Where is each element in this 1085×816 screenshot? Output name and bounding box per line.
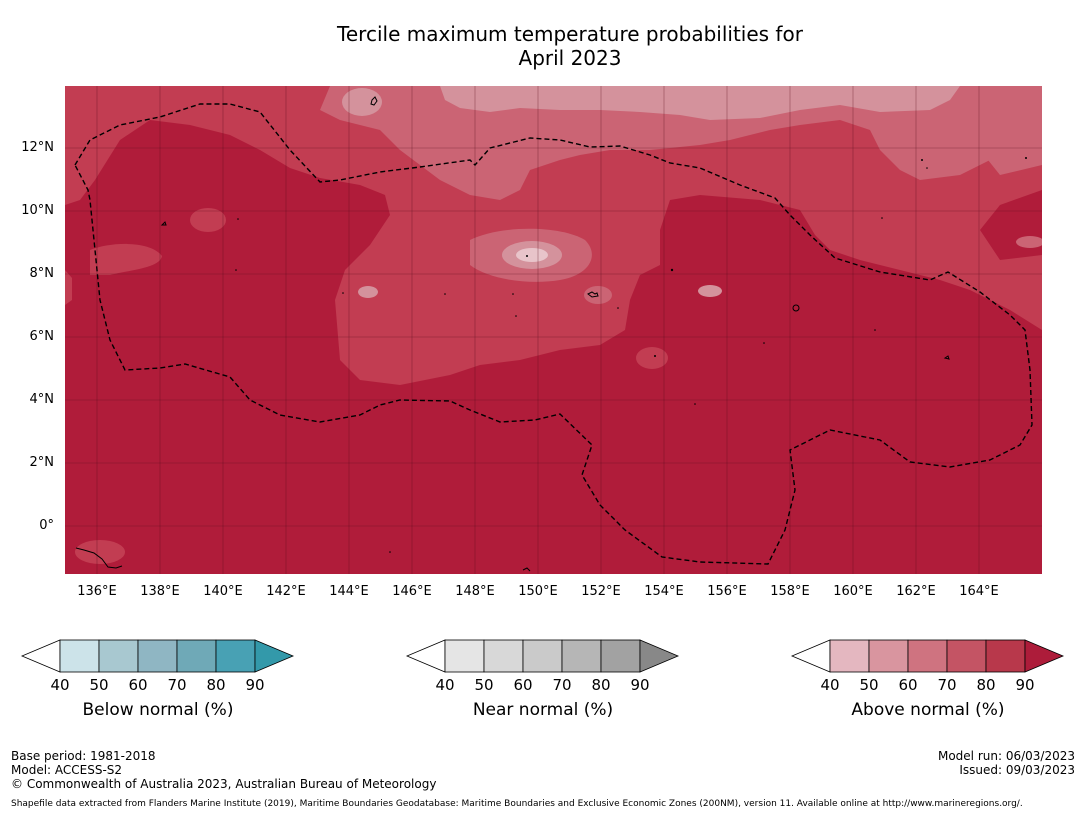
map-area: [65, 86, 1042, 574]
cbar-above-title: Above normal (%): [851, 700, 1005, 720]
probability-band-60-ne: [980, 145, 1042, 175]
cbar-near-seg-2: [483, 639, 524, 673]
lon-label-162e: 162°E: [896, 584, 936, 599]
cbar-below-seg-3: [137, 639, 178, 673]
cbar-above-tick-70: 70: [937, 676, 957, 694]
cbar-near-seg-5: [600, 639, 641, 673]
footer-left: Base period: 1981-2018 Model: ACCESS-S2 …: [11, 749, 436, 791]
probability-band-70-south: [75, 540, 125, 564]
cbar-above-extend-min: [790, 639, 831, 673]
cbar-below-tick-90: 90: [245, 676, 265, 694]
probability-band-40: [516, 248, 548, 262]
lat-label-2n: 2°N: [29, 455, 55, 470]
lat-label-0: 0°: [39, 518, 54, 533]
lat-label-10n: 10°N: [21, 203, 54, 218]
lon-label-144e: 144°E: [329, 584, 369, 599]
probability-band-50-spot-3: [358, 286, 378, 298]
probability-band-50: [440, 86, 960, 120]
cbar-above-extend-max: [1024, 639, 1065, 673]
cbar-above-seg-3: [907, 639, 948, 673]
cbar-below-seg-4: [176, 639, 217, 673]
cbar-below-seg-1: [59, 639, 100, 673]
cbar-near-title: Near normal (%): [472, 700, 614, 720]
cbar-below-extend-min: [20, 639, 61, 673]
probability-band-60-spot-2: [1016, 236, 1042, 248]
lon-label-142e: 142°E: [266, 584, 306, 599]
cbar-above-tick-40: 40: [820, 676, 840, 694]
lon-label-150e: 150°E: [518, 584, 558, 599]
cbar-near-extend-max: [639, 639, 680, 673]
lon-label-146e: 146°E: [392, 584, 432, 599]
cbar-below-tick-50: 50: [89, 676, 109, 694]
lat-label-4n: 4°N: [29, 392, 55, 407]
cbar-below-title: Below normal (%): [82, 700, 234, 720]
probability-band-50-spot: [342, 88, 382, 116]
cbar-below-tick-60: 60: [128, 676, 148, 694]
lon-label-148e: 148°E: [455, 584, 495, 599]
lon-label-164e: 164°E: [959, 584, 999, 599]
lat-label-8n: 8°N: [29, 266, 55, 281]
cbar-above-seg-1: [829, 639, 870, 673]
model-run: Model run: 06/03/2023: [937, 749, 1075, 763]
title-line-1: Tercile maximum temperature probabilitie…: [337, 22, 803, 46]
lat-label-12n: 12°N: [21, 140, 54, 155]
cbar-below-tick-40: 40: [50, 676, 70, 694]
cbar-above-tick-90: 90: [1015, 676, 1035, 694]
probability-band-70-west: [90, 243, 162, 275]
shapefile-credit: Shapefile data extracted from Flanders M…: [11, 799, 1023, 809]
probability-band-70-west-2: [65, 270, 72, 305]
cbar-near-tick-90: 90: [630, 676, 650, 694]
cbar-near-seg-3: [522, 639, 563, 673]
cbar-below-seg-5: [215, 639, 256, 673]
title-line-2: April 2023: [518, 46, 622, 70]
lon-label-138e: 138°E: [140, 584, 180, 599]
cbar-above-tick-50: 50: [859, 676, 879, 694]
islands: [75, 96, 950, 572]
issued-date: Issued: 09/03/2023: [959, 763, 1075, 777]
cbar-near-tick-80: 80: [591, 676, 611, 694]
cbar-above-tick-60: 60: [898, 676, 918, 694]
lon-label-154e: 154°E: [644, 584, 684, 599]
cbar-near-tick-50: 50: [474, 676, 494, 694]
cbar-near-seg-1: [444, 639, 485, 673]
cbar-above-tick-80: 80: [976, 676, 996, 694]
lon-label-160e: 160°E: [833, 584, 873, 599]
cbar-below-tick-80: 80: [206, 676, 226, 694]
probability-band-50-east: [698, 285, 722, 297]
cbar-near-tick-60: 60: [513, 676, 533, 694]
cbar-near-extend-min: [405, 639, 446, 673]
cbar-near-seg-4: [561, 639, 602, 673]
grid-lines: [65, 86, 1042, 574]
base-period: Base period: 1981-2018: [11, 749, 156, 763]
cbar-below-extend-max: [254, 639, 295, 673]
probability-band-70-east: [636, 347, 668, 369]
eez-boundary-palau-guam: [74, 103, 1033, 565]
probability-band-70-central: [190, 208, 226, 232]
cbar-below-tick-70: 70: [167, 676, 187, 694]
cbar-above-seg-4: [946, 639, 987, 673]
colorbar-above-normal: [790, 639, 1065, 673]
cbar-below-seg-2: [98, 639, 139, 673]
lon-label-152e: 152°E: [581, 584, 621, 599]
chart-title: Tercile maximum temperature probabilitie…: [0, 22, 1085, 70]
cbar-above-seg-2: [868, 639, 909, 673]
lat-label-6n: 6°N: [29, 329, 55, 344]
lon-label-140e: 140°E: [203, 584, 243, 599]
lon-label-158e: 158°E: [770, 584, 810, 599]
cbar-near-tick-40: 40: [435, 676, 455, 694]
lon-label-136e: 136°E: [77, 584, 117, 599]
colorbar-below-normal: [20, 639, 295, 673]
probability-band-60: [320, 86, 1042, 200]
colorbar-near-normal: [405, 639, 680, 673]
model-name: Model: ACCESS-S2: [11, 763, 123, 777]
cbar-near-tick-70: 70: [552, 676, 572, 694]
lon-label-156e: 156°E: [707, 584, 747, 599]
island-dots: [235, 157, 1027, 553]
cbar-above-seg-5: [985, 639, 1026, 673]
footer-right: Model run: 06/03/2023 Issued: 09/03/2023: [938, 749, 1075, 777]
copyright: © Commonwealth of Australia 2023, Austra…: [11, 777, 437, 791]
